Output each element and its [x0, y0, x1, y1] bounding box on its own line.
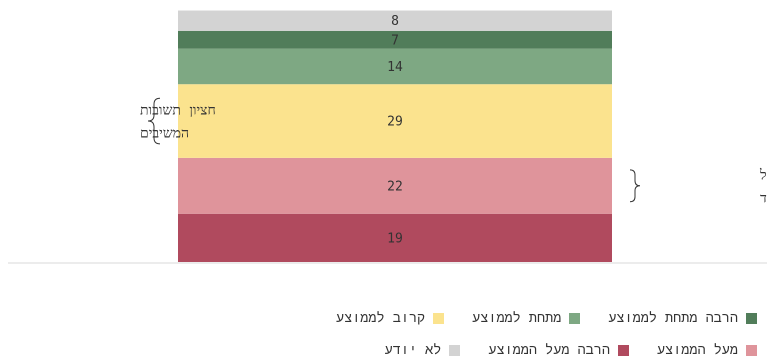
legend-swatch — [746, 345, 757, 356]
brace-icon — [147, 97, 161, 145]
bar-segment — [178, 157, 612, 214]
legend-swatch — [617, 345, 629, 356]
segment-value-label: 29 — [387, 115, 403, 130]
bar-segment — [178, 10, 612, 31]
legend-item: מתחת לממוצע — [472, 310, 581, 327]
segment-value-label: 22 — [387, 179, 403, 194]
legend-label: הרבה מתחת לממוצע — [608, 310, 738, 326]
bar-segment — [178, 48, 612, 85]
segment-labels: 19 22 29 14 7 8 — [387, 14, 403, 246]
legend-swatch — [569, 313, 581, 324]
annotations: חציון תשובות המשיבים דירוג ישראל על פי המדד — [140, 97, 767, 206]
legend-item: לא יודע — [385, 342, 461, 359]
legend-label: קרוב לממוצע — [336, 310, 426, 326]
segment-value-label: 14 — [387, 60, 403, 75]
legend-item: הרבה מתחת לממוצע — [608, 310, 757, 327]
legend-item: הרבה מעל הממוצע — [488, 342, 629, 359]
legend-label: מתחת לממוצע — [472, 310, 562, 326]
legend-row-1: הרבה מתחת לממוצע מתחת לממוצע קרוב לממוצע — [336, 310, 757, 327]
legend-item: קרוב לממוצע — [336, 310, 445, 327]
stacked-bar-chart: 19 22 29 14 7 8 חציון תשובות המשיבים דירוג ישרא… — [8, 10, 767, 264]
legend-label: מעל הממוצע — [656, 342, 738, 358]
bar-segment — [178, 84, 612, 158]
segment-value-label: 19 — [387, 231, 403, 246]
legend-row-2: מעל הממוצע הרבה מעל הממוצע לא יודע — [385, 342, 757, 359]
legend-swatch — [449, 345, 461, 356]
bar-stack — [178, 10, 612, 262]
bar-segment — [178, 30, 612, 49]
legend-item: מעל הממוצע — [657, 342, 757, 359]
bar-segment — [178, 213, 612, 262]
legend-swatch — [746, 313, 757, 324]
annotation: דירוג ישראל על פי המדד — [629, 167, 767, 206]
segment-value-label: 7 — [391, 33, 399, 48]
legend-label: לא יודע — [384, 342, 442, 358]
annotation-text: חציון תשובות — [140, 103, 216, 119]
annotation: חציון תשובות המשיבים — [140, 97, 216, 145]
annotation-text: על פי המדד — [760, 190, 767, 206]
segment-value-label: 8 — [391, 14, 399, 29]
annotation-text: דירוג ישראל — [759, 167, 767, 183]
legend-label: הרבה מעל הממוצע — [488, 342, 610, 358]
annotation-text: המשיבים — [140, 126, 189, 142]
brace-icon — [629, 169, 641, 203]
legend-swatch — [433, 313, 445, 324]
